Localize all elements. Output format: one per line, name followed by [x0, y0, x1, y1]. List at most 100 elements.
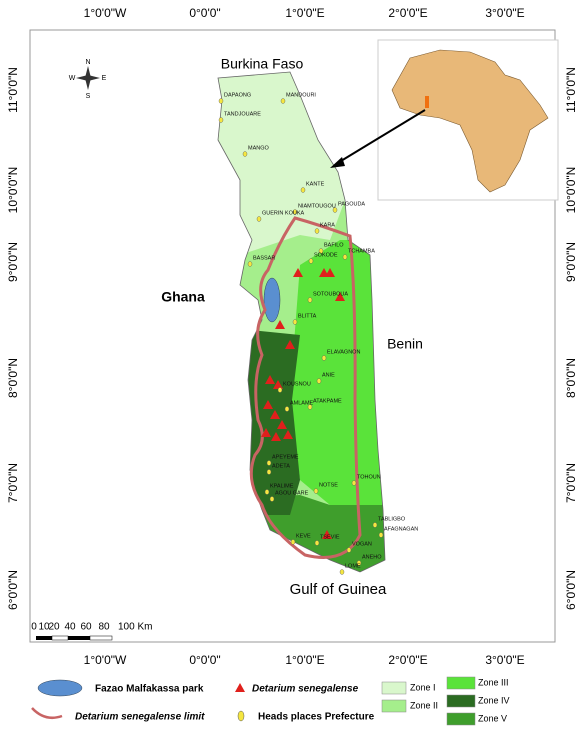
left-axis-label: 11°0'0"N — [6, 67, 20, 113]
species-point — [277, 420, 287, 429]
right-axis-label: 11°0'0"N — [564, 67, 578, 113]
place-label: ELAVAGNON — [327, 349, 360, 355]
bottom-axis-label: 2°0'0"E — [388, 653, 427, 667]
prefecture-point — [316, 378, 322, 384]
prefecture-point — [339, 569, 345, 575]
right-axis-label: 7°0'0"N — [564, 463, 578, 503]
prefecture-point — [292, 209, 298, 215]
scale-label: 40 — [64, 622, 76, 633]
place-label: KOUSNOU — [283, 381, 311, 387]
right-axis-label: 10°0'0"N — [564, 167, 578, 214]
place-label: AFAGNAGAN — [384, 526, 418, 532]
compass-letter: E — [102, 75, 107, 82]
place-label: BAFILO — [324, 242, 344, 248]
place-label: ANIE — [322, 372, 335, 378]
scale-segment — [36, 636, 52, 640]
prefecture-point — [351, 480, 357, 486]
species-point — [273, 380, 283, 389]
prefecture-point — [308, 258, 314, 264]
species-point — [335, 292, 345, 301]
country-label: Ghana — [161, 289, 205, 305]
place-label: TANDJOUARE — [224, 111, 261, 117]
prefecture-point — [218, 98, 224, 104]
left-axis-label: 6°0'0"N — [6, 570, 20, 610]
place-label: TOHOUN — [357, 474, 381, 480]
place-label: TCHAMBA — [348, 248, 375, 254]
top-axis-label: 1°0'0"E — [285, 6, 324, 20]
scale-bar — [36, 635, 113, 641]
top-axis-label: 1°0'0"W — [84, 6, 127, 20]
right-axis-label: 6°0'0"N — [564, 570, 578, 610]
place-label: ATAKPAME — [313, 398, 342, 404]
place-label: PAGOUDA — [338, 201, 365, 207]
species-point — [270, 410, 280, 419]
bottom-axis-label: 1°0'0"E — [285, 653, 324, 667]
prefecture-point — [307, 297, 313, 303]
scale-segment — [68, 636, 90, 640]
bottom-axis-label: 3°0'0"E — [485, 653, 524, 667]
species-point — [261, 428, 271, 437]
togo-outline — [217, 71, 386, 573]
prefecture-point — [313, 488, 319, 494]
place-label: BLITTA — [298, 313, 317, 319]
species-point — [263, 400, 273, 409]
place-label: APEYEME — [272, 454, 299, 460]
right-axis-label: 8°0'0"N — [564, 358, 578, 398]
prefecture-point — [342, 254, 348, 260]
legend-zone-swatch — [446, 712, 476, 726]
legend-zone-label: Zone IV — [478, 695, 510, 705]
prefecture-point — [318, 248, 324, 254]
species-point — [283, 430, 293, 439]
legend-heads-swatch — [237, 710, 245, 722]
scale-label: 0 — [31, 622, 37, 633]
scale-segment — [51, 635, 69, 641]
prefecture-point — [256, 216, 262, 222]
legend-label: Heads places Prefecture — [258, 712, 375, 723]
place-label: ADETA — [272, 463, 290, 469]
legend-limit-swatch — [31, 707, 63, 719]
place-label: TSEVIE — [320, 534, 340, 540]
legend-park-swatch — [37, 679, 83, 697]
legend-zone-label: Zone III — [478, 677, 509, 687]
compass-letter: S — [86, 93, 91, 100]
place-label: NOTSE — [319, 482, 338, 488]
left-axis-label: 8°0'0"N — [6, 358, 20, 398]
place-label: AGOU GARE — [275, 490, 309, 496]
prefecture-point — [269, 496, 275, 502]
species-point — [325, 268, 335, 277]
scale-label: 80 — [98, 622, 110, 633]
place-label: KPALIME — [270, 483, 294, 489]
prefecture-point — [266, 460, 272, 466]
arrow-head — [330, 157, 345, 168]
place-label: MANGO — [248, 145, 270, 151]
top-axis-label: 3°0'0"E — [485, 6, 524, 20]
compass-needle — [76, 75, 100, 81]
country-label: Gulf of Guinea — [290, 581, 387, 598]
top-axis-label: 0°0'0" — [189, 6, 220, 20]
species-point — [275, 320, 285, 329]
place-label: VOGAN — [352, 541, 372, 547]
legend-zone-label: Zone II — [410, 700, 438, 710]
species-point — [293, 268, 303, 277]
place-label: SOKODE — [314, 252, 338, 258]
prefecture-point — [290, 539, 296, 545]
prefecture-point — [356, 560, 362, 566]
bottom-axis-label: 0°0'0" — [189, 653, 220, 667]
place-label: LOME — [345, 563, 361, 569]
place-label: BASSAR — [253, 255, 275, 261]
legend-zone-swatch — [446, 676, 476, 690]
prefecture-point — [332, 207, 338, 213]
country-label: Benin — [387, 336, 423, 352]
place-label: DAPAONG — [224, 92, 251, 98]
scale-label: 60 — [80, 622, 92, 633]
species-limit — [249, 216, 362, 559]
place-label: KARA — [320, 222, 335, 228]
place-label: ANEHO — [362, 554, 382, 560]
place-label: AMLAME — [290, 400, 314, 406]
country-label: Burkina Faso — [221, 56, 304, 72]
place-label: MANDOURI — [286, 92, 316, 98]
legend-label: Detarium senegalense — [252, 684, 359, 695]
bottom-axis-label: 1°0'0"W — [84, 653, 127, 667]
togo-locator — [425, 96, 429, 108]
